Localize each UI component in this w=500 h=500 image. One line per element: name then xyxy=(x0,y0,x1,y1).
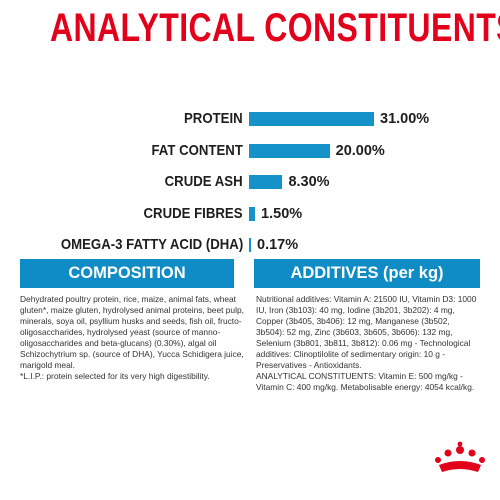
category-label: CRUDE FIBRES xyxy=(143,204,243,222)
bar xyxy=(249,143,330,158)
value-label: 1.50% xyxy=(261,205,303,222)
value-label: 31.00% xyxy=(380,111,430,127)
bar xyxy=(249,238,251,252)
bar xyxy=(249,112,374,126)
category-label: OMEGA-3 FATTY ACID (DHA) xyxy=(60,236,243,253)
additives-header: ADDITIVES (per kg) xyxy=(254,259,480,288)
category-label: CRUDE ASH xyxy=(165,173,243,190)
bar xyxy=(249,206,256,221)
value-label: 0.17% xyxy=(257,237,299,253)
page-title: ANALYTICAL CONSTITUENTS xyxy=(50,6,500,50)
value-label: 20.00% xyxy=(335,142,385,159)
value-label: 8.30% xyxy=(288,174,330,190)
crown-logo-icon xyxy=(435,441,485,472)
category-label: PROTEIN xyxy=(184,110,243,127)
category-label: FAT CONTENT xyxy=(151,141,243,159)
bar xyxy=(249,175,283,189)
composition-text: Dehydrated poultry protein, rice, maize,… xyxy=(20,294,244,381)
composition-header: COMPOSITION xyxy=(20,259,234,288)
additives-text: Nutritional additives: Vitamin A: 21500 … xyxy=(256,294,477,392)
